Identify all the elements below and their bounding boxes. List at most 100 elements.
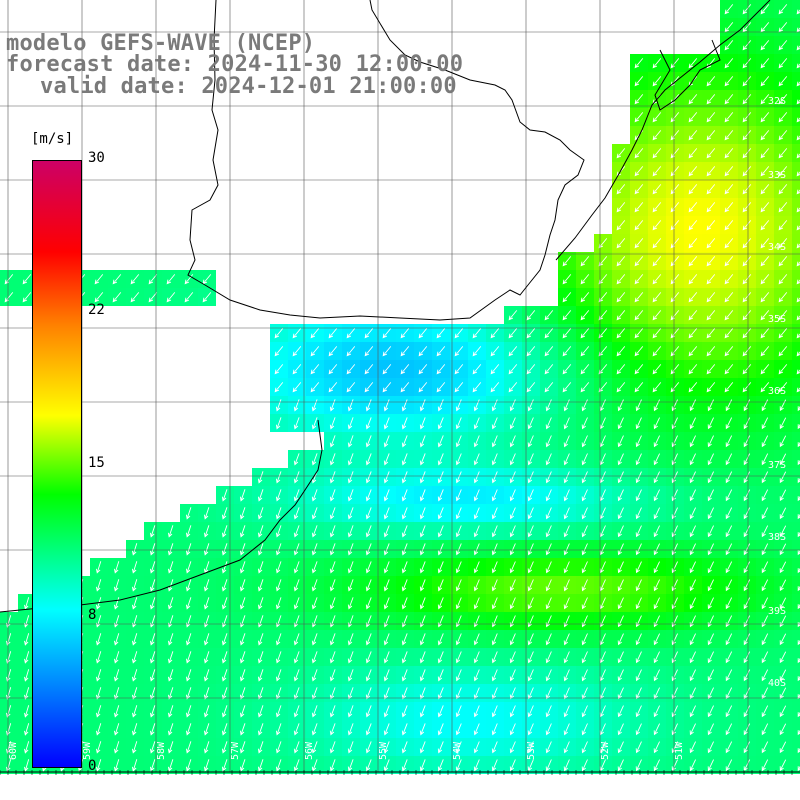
wind-arrow	[724, 274, 734, 285]
wind-arrow	[275, 561, 282, 574]
wind-arrow	[743, 417, 751, 430]
wind-arrow	[617, 543, 624, 556]
wind-arrow	[437, 651, 444, 664]
wind-arrow	[688, 328, 698, 339]
wind-arrow	[491, 435, 498, 448]
wind-arrow	[563, 399, 570, 412]
wind-arrow	[545, 759, 552, 772]
wind-arrow	[581, 543, 588, 556]
wind-arrow	[509, 579, 516, 592]
wind-arrow	[778, 346, 788, 357]
wind-arrow	[778, 220, 788, 231]
wind-arrow	[761, 723, 769, 736]
wind-arrow	[670, 112, 680, 123]
wind-speed-cell	[792, 612, 800, 630]
wind-arrow	[778, 76, 788, 87]
wind-arrow	[203, 543, 210, 556]
wind-arrow	[670, 274, 680, 285]
wind-arrow	[346, 364, 356, 375]
wind-arrow	[581, 705, 588, 718]
wind-arrow	[508, 328, 518, 339]
wind-arrow	[725, 597, 733, 610]
wind-arrow	[473, 723, 480, 736]
wind-arrow	[724, 220, 734, 231]
wind-arrow	[347, 579, 354, 592]
wind-arrow	[491, 741, 498, 754]
wind-arrow	[706, 256, 716, 267]
wind-arrow	[509, 759, 516, 772]
wind-arrow	[473, 489, 480, 502]
wind-arrow	[491, 489, 498, 502]
wind-speed-cell	[792, 558, 800, 576]
wind-arrow	[311, 507, 318, 520]
wind-arrow	[437, 633, 444, 646]
wind-arrow	[311, 489, 318, 502]
wind-arrow	[724, 4, 734, 15]
wind-arrow	[526, 310, 536, 321]
wind-arrow	[688, 220, 698, 231]
wind-arrow	[473, 705, 480, 718]
coastline-south	[555, 0, 771, 261]
wind-arrow	[689, 741, 697, 754]
wind-arrow	[167, 597, 174, 610]
wind-arrow	[581, 741, 588, 754]
wind-arrow	[311, 597, 318, 610]
wind-arrow	[293, 597, 300, 610]
wind-arrow	[724, 328, 734, 339]
wind-arrow	[742, 346, 752, 357]
wind-arrow	[365, 741, 372, 754]
wind-arrow	[652, 166, 662, 177]
wind-arrow	[742, 22, 752, 33]
wind-arrow	[473, 417, 480, 430]
wind-arrow	[545, 453, 552, 466]
wind-arrow	[203, 759, 210, 772]
wind-arrow	[760, 184, 770, 195]
wind-arrow	[581, 435, 588, 448]
wind-arrow	[418, 364, 428, 375]
wind-arrow	[419, 417, 426, 430]
wind-arrow	[670, 292, 680, 303]
wind-arrow	[635, 399, 642, 412]
wind-arrow	[580, 346, 590, 357]
wind-arrow	[437, 669, 444, 682]
wind-arrow	[544, 382, 554, 393]
wind-arrow	[509, 633, 516, 646]
wind-arrow	[167, 741, 174, 754]
wind-arrow	[725, 507, 733, 520]
wind-arrow	[743, 669, 751, 682]
wind-arrow	[491, 723, 498, 736]
wind-arrow	[347, 687, 354, 700]
wind-arrow	[473, 579, 480, 592]
wind-arrow	[742, 130, 752, 141]
wind-arrow	[545, 417, 552, 430]
wind-arrow	[437, 705, 444, 718]
wind-arrow	[526, 382, 536, 393]
wind-arrow	[761, 705, 769, 718]
wind-arrow	[742, 40, 752, 51]
wind-arrow	[95, 687, 102, 700]
wind-arrow	[293, 705, 300, 718]
wind-arrow	[131, 561, 138, 574]
wind-arrow	[725, 399, 733, 412]
wind-arrow	[239, 543, 246, 556]
wind-arrow	[400, 364, 410, 375]
wind-arrow	[689, 579, 697, 592]
wind-arrow	[310, 346, 320, 357]
wind-arrow	[706, 364, 716, 375]
wind-arrow	[221, 561, 228, 574]
lon-label: 52W	[600, 741, 611, 760]
wind-speed-cell	[792, 468, 800, 486]
model-title: modelo GEFS-WAVE (NCEP)	[6, 31, 316, 56]
wind-arrow	[724, 346, 734, 357]
wind-arrow	[472, 328, 482, 339]
wind-arrow	[706, 310, 716, 321]
wind-arrow	[167, 669, 174, 682]
wind-arrow	[725, 669, 733, 682]
wind-arrow	[652, 364, 662, 375]
wind-arrow	[383, 507, 390, 520]
wind-arrow	[797, 657, 800, 664]
wind-arrow	[364, 382, 374, 393]
wind-speed-cell	[792, 684, 800, 702]
wind-arrow	[671, 543, 679, 556]
wind-arrow	[562, 364, 572, 375]
